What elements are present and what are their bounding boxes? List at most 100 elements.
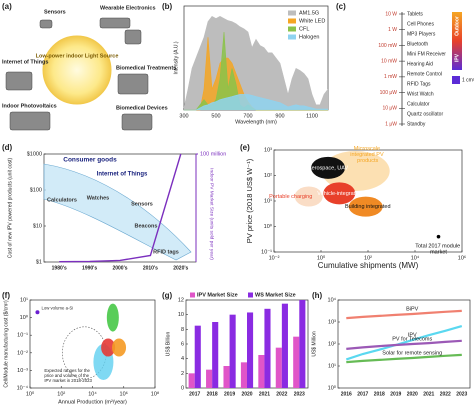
device-label: Remote Control <box>407 71 442 77</box>
x-tick-label: 1980's <box>52 265 67 271</box>
x-tick-label: 2016 <box>341 391 352 397</box>
y-tick-label: 10⁰ <box>328 384 337 391</box>
y-tick-label: 8 <box>181 327 184 333</box>
y-tick-label: $10 <box>33 223 42 229</box>
y-tick-label: $1000 <box>27 151 42 157</box>
legend-label: CFL <box>299 26 309 32</box>
y-tick-label: 10² <box>264 173 272 179</box>
region <box>101 338 116 357</box>
x-tick-label: 2022 <box>276 391 287 397</box>
y-tick-label: $1 <box>36 259 42 265</box>
light-source <box>42 35 112 105</box>
region <box>436 234 441 239</box>
series-label: Solar for remote sensing <box>382 350 442 356</box>
annotation: Sensors <box>131 201 153 207</box>
level-label: 10 W <box>385 11 397 17</box>
x-tick-label: 10² <box>57 391 65 397</box>
y-tick-label: 10⁻³ <box>17 368 28 374</box>
bar <box>258 355 265 388</box>
y-tick-label: 10³ <box>264 147 272 153</box>
y2-axis-label: Indoor PV Market Size (units sold per ye… <box>209 168 215 260</box>
region <box>311 156 346 179</box>
y-axis-label: Cost of new IPV powered products (unit c… <box>7 158 13 259</box>
x-tick-label: 1100 <box>306 113 318 119</box>
y-tick-label: 10⁰ <box>264 223 273 230</box>
x-axis-label: Wavelength (nm) <box>235 119 277 125</box>
panel-label: (h) <box>312 291 323 300</box>
device-label: Wrist Watch <box>407 91 434 97</box>
x-tick-label: 2021 <box>259 391 270 397</box>
x-axis-label: Cumulative shipments (MW) <box>318 261 419 270</box>
region-label: Expected ranges for the price and volume… <box>44 368 92 383</box>
level-label: 10 mW <box>381 58 397 64</box>
annotation: Watches <box>87 195 109 201</box>
item-label: Wearable Electronics <box>100 5 156 11</box>
y-axis-label: PV price (2018 US$ W⁻¹) <box>245 158 254 243</box>
region-label: Aerospace, UAV <box>308 165 349 171</box>
icon <box>99 17 131 29</box>
product-band <box>43 163 192 261</box>
region <box>106 303 119 332</box>
x-tick-label: 2022 <box>440 391 451 397</box>
level-label: 100 μW <box>380 90 398 96</box>
area-line <box>184 94 328 111</box>
y-tick-label: $100 <box>30 187 42 193</box>
legend-label: White LED <box>299 18 325 24</box>
level-label: 1 W <box>388 27 397 33</box>
legend-swatch <box>248 292 253 298</box>
series-line <box>346 339 462 350</box>
legend-swatch <box>288 10 296 16</box>
icon <box>121 113 153 131</box>
x-tick-label: 10⁻² <box>269 255 280 261</box>
y-tick-label: 2 <box>181 371 184 377</box>
annotation: Consumer goods <box>63 157 117 164</box>
icon <box>117 73 149 95</box>
x-axis-label: Annual Production (m²/year) <box>58 399 127 405</box>
series-label: BiPV <box>406 306 419 312</box>
device-label: Hearing Aid <box>407 61 433 67</box>
x-tick-label: 2023 <box>456 391 467 397</box>
area-fill <box>184 32 328 110</box>
level-label: 1 mW <box>384 74 397 80</box>
panel-label: (b) <box>162 2 173 11</box>
x-tick-label: 2018 <box>374 391 385 397</box>
series-label: IPV <box>408 333 417 339</box>
device-label: Quartz oscillator <box>407 111 443 117</box>
y-tick-label: 4 <box>181 356 184 362</box>
y-tick-label: 10⁴ <box>328 296 337 303</box>
item-label: Biomedical Devices <box>116 105 168 111</box>
x-tick-label: 300 <box>179 113 188 119</box>
y-tick-label: 10² <box>328 341 336 347</box>
bar <box>212 322 219 388</box>
y-axis-label: US$ Billion <box>165 332 171 357</box>
region <box>348 196 383 217</box>
icon <box>9 111 51 131</box>
y-tick-label: 10⁰ <box>20 314 29 321</box>
device-label: Standby <box>407 121 426 127</box>
bar <box>194 325 201 388</box>
y-tick-label: 6 <box>181 341 184 347</box>
bar <box>281 303 288 388</box>
series-label: PV for Telecoms <box>392 336 432 342</box>
item-label: Internet of Things <box>2 59 48 65</box>
panel-label: (f) <box>2 291 10 300</box>
panel-label: (d) <box>2 143 13 152</box>
x-tick-label: 2019 <box>224 391 235 397</box>
x-tick-label: 2021 <box>423 391 434 397</box>
annotation: Calculators <box>47 197 77 203</box>
item-label: Biomedical Treatments <box>116 65 176 71</box>
area-line <box>183 16 329 108</box>
region-label: Portable charging <box>269 194 312 200</box>
y-tick-label: 10¹ <box>20 297 28 303</box>
level-label: 10 μW <box>382 106 397 112</box>
x-tick-label: 2018 <box>207 391 218 397</box>
device-label: Cell Phones <box>407 21 434 27</box>
annotation: RFID tags <box>153 249 179 255</box>
region-label: Building integrated <box>345 204 391 210</box>
y-tick-label: 10 <box>178 312 184 318</box>
legend-label: WS Market Size <box>255 292 296 298</box>
x-tick-label: 2017 <box>357 391 368 397</box>
legend-swatch <box>190 292 195 298</box>
series-line <box>345 325 463 361</box>
icon <box>124 29 142 45</box>
